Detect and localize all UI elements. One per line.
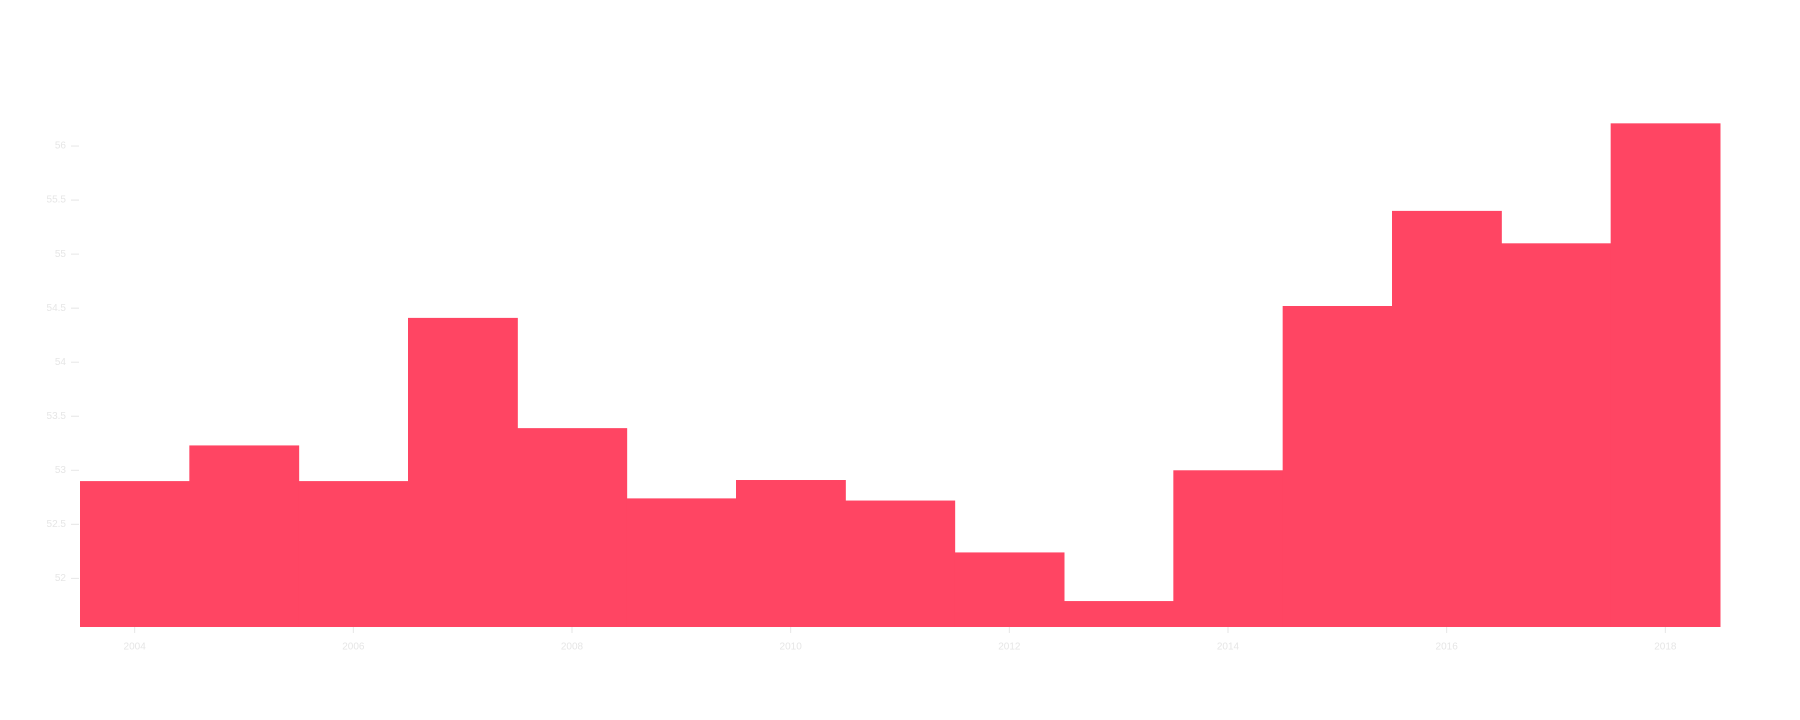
x-tick-label: 2004 xyxy=(124,642,147,653)
bar xyxy=(517,428,628,627)
bar xyxy=(736,480,846,627)
x-tick-label: 2008 xyxy=(561,642,584,653)
y-tick-label: 55 xyxy=(55,249,67,260)
bar xyxy=(1282,306,1393,627)
bar xyxy=(408,317,518,627)
x-tick-label: 2012 xyxy=(998,642,1021,653)
bar xyxy=(626,498,737,627)
y-tick-label: 52.5 xyxy=(47,519,67,530)
x-tick-label: 2018 xyxy=(1654,642,1677,653)
bar xyxy=(1392,210,1502,627)
y-tick-label: 53.5 xyxy=(47,411,67,422)
y-tick-label: 56 xyxy=(55,141,67,152)
y-tick-label: 54 xyxy=(55,357,67,368)
y-tick-label: 52 xyxy=(55,573,67,584)
bar xyxy=(845,500,956,627)
bar xyxy=(954,552,1065,627)
bar xyxy=(189,445,300,627)
y-tick-label: 53 xyxy=(55,465,67,476)
bar xyxy=(1501,243,1612,628)
x-tick-label: 2010 xyxy=(780,642,803,653)
x-tick-label: 2006 xyxy=(342,642,365,653)
y-tick-label: 55.5 xyxy=(47,195,67,206)
x-tick-label: 2014 xyxy=(1217,642,1240,653)
bar xyxy=(1173,470,1284,627)
bar xyxy=(80,481,190,627)
y-tick-label: 54.5 xyxy=(47,303,67,314)
bar xyxy=(1610,123,1721,627)
bar xyxy=(1064,601,1174,627)
bar xyxy=(298,481,409,627)
x-tick-label: 2016 xyxy=(1436,642,1459,653)
